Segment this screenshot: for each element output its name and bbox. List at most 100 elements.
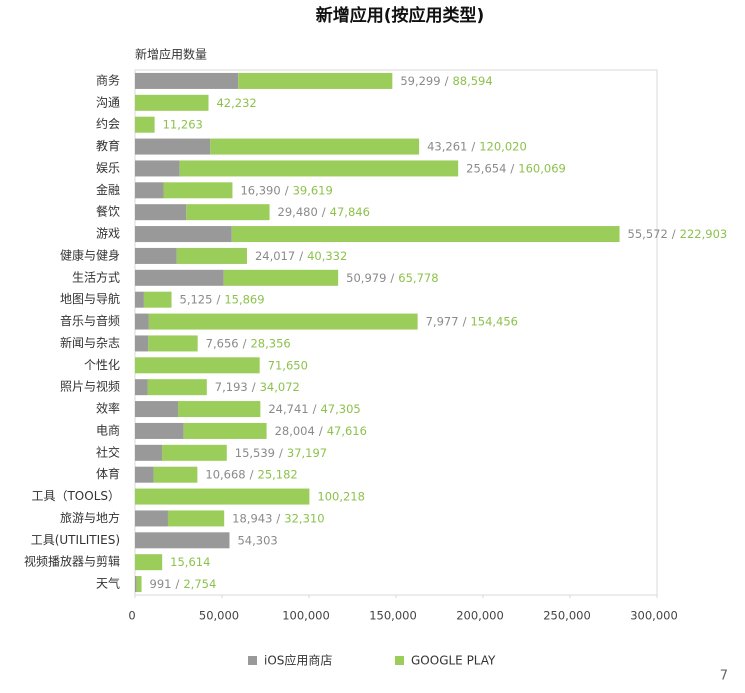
value-label: 50,979 / 65,778 xyxy=(346,270,438,284)
y-tick-label: 社交 xyxy=(96,444,120,459)
bar-segment xyxy=(148,313,418,330)
value-label: 43,261 / 120,020 xyxy=(427,139,527,153)
value-label-part: 43,261 xyxy=(427,139,467,153)
y-tick-label: 健康与健身 xyxy=(60,247,120,262)
bar-segment xyxy=(135,138,211,155)
bar-segment xyxy=(223,269,339,286)
bar-segment xyxy=(135,357,260,374)
bar-segment xyxy=(135,554,163,571)
value-label-part: 18,943 xyxy=(232,511,272,525)
value-label: 55,572 / 222,903 xyxy=(628,227,728,241)
value-label-part: 50,979 xyxy=(346,270,386,284)
chart-title: 新增应用(按应用类型) xyxy=(316,5,485,26)
bar-segment xyxy=(135,401,179,418)
value-label-part: 25,654 xyxy=(466,161,506,175)
bar-segment xyxy=(135,576,137,593)
bar-segment xyxy=(135,247,177,264)
bar-segment xyxy=(135,94,209,111)
x-tick-label: 0 xyxy=(128,609,135,623)
value-label-part: 34,072 xyxy=(260,380,300,394)
label-separator: / xyxy=(672,227,676,241)
value-label-part: 15,614 xyxy=(170,555,210,569)
y-tick-label: 教育 xyxy=(96,138,120,153)
bar-segment xyxy=(183,422,267,439)
value-label: 16,390 / 39,619 xyxy=(240,183,332,197)
value-label: 59,299 /88,594 xyxy=(400,73,492,87)
label-separator: / xyxy=(285,183,289,197)
value-label-part: 29,480 xyxy=(278,205,318,219)
bar-segment xyxy=(135,226,232,243)
y-tick-label: 体育 xyxy=(96,466,120,481)
label-separator: / xyxy=(313,402,317,416)
x-tick-label: 200,000 xyxy=(456,609,504,623)
label-separator: / xyxy=(276,511,280,525)
bar-segment xyxy=(135,488,310,505)
value-label: 24,741 /47,305 xyxy=(268,402,360,416)
label-separator: / xyxy=(463,314,467,328)
y-tick-label: 视频播放器与剪辑 xyxy=(24,554,120,569)
value-label-part: 16,390 xyxy=(240,183,280,197)
bar-segment xyxy=(143,291,172,308)
value-label: 7,977 /154,456 xyxy=(426,314,518,328)
value-label-part: 88,594 xyxy=(452,73,492,87)
bar-segment xyxy=(231,226,620,243)
value-label: 25,654 / 160,069 xyxy=(466,161,566,175)
value-label-part: 7,193 xyxy=(215,380,248,394)
value-label-part: 54,303 xyxy=(237,533,277,547)
y-tick-label: 个性化 xyxy=(84,358,120,372)
bar-segment xyxy=(135,422,184,439)
value-label-part: 25,182 xyxy=(258,467,298,481)
legend-swatch xyxy=(248,656,257,665)
bar-segment xyxy=(135,291,144,308)
value-label: 18,943 / 32,310 xyxy=(232,511,324,525)
value-label: 11,263 xyxy=(163,117,203,131)
bar-segment xyxy=(162,444,227,461)
value-label: 7,656 /28,356 xyxy=(206,336,291,350)
bar-segment xyxy=(135,72,239,89)
value-label-part: 5,125 xyxy=(180,292,213,306)
value-label-part: 100,218 xyxy=(317,489,365,503)
x-tick-label: 50,000 xyxy=(199,609,239,623)
bar-segment xyxy=(186,204,270,221)
value-label-part: 154,456 xyxy=(470,314,518,328)
y-tick-label: 音乐与音频 xyxy=(60,313,120,328)
value-label: 24,017 / 40,332 xyxy=(255,248,347,262)
x-tick-label: 250,000 xyxy=(543,609,591,623)
bar-segment xyxy=(167,510,225,527)
value-label-part: 47,616 xyxy=(327,423,367,437)
bar-segment xyxy=(147,379,207,396)
y-tick-label: 效率 xyxy=(96,401,120,416)
value-label: 54,303 xyxy=(237,533,277,547)
value-label-part: 47,305 xyxy=(320,402,360,416)
x-tick-label: 100,000 xyxy=(282,609,330,623)
value-label: 28,004 / 47,616 xyxy=(275,423,367,437)
bar-segment xyxy=(179,160,459,177)
bar-segment xyxy=(135,466,154,483)
legend-swatch xyxy=(395,656,404,665)
y-tick-label: 新闻与杂志 xyxy=(60,335,120,350)
value-label-part: 160,069 xyxy=(518,161,566,175)
axis-title: 新增应用数量 xyxy=(135,47,207,62)
y-tick-label: 地图与导航 xyxy=(60,291,120,306)
y-tick-label: 旅游与地方 xyxy=(60,510,120,525)
label-separator: / xyxy=(471,139,475,153)
label-separator: / xyxy=(510,161,514,175)
value-label: 100,218 xyxy=(317,489,365,503)
value-label-part: 24,017 xyxy=(255,248,295,262)
value-label-part: 55,572 xyxy=(628,227,668,241)
bar-segment xyxy=(135,313,149,330)
bar-segment xyxy=(135,116,155,133)
label-separator: / xyxy=(216,292,220,306)
value-label-part: 65,778 xyxy=(398,270,438,284)
bar-segment xyxy=(135,160,180,177)
value-label: 10,668 / 25,182 xyxy=(205,467,297,481)
bar-segment xyxy=(135,182,164,199)
value-label-part: 10,668 xyxy=(205,467,245,481)
label-separator: / xyxy=(250,467,254,481)
value-label-part: 120,020 xyxy=(479,139,527,153)
bar-segment xyxy=(176,247,247,264)
value-label: 7,193 / 34,072 xyxy=(215,380,300,394)
value-label-part: 7,656 xyxy=(206,336,239,350)
